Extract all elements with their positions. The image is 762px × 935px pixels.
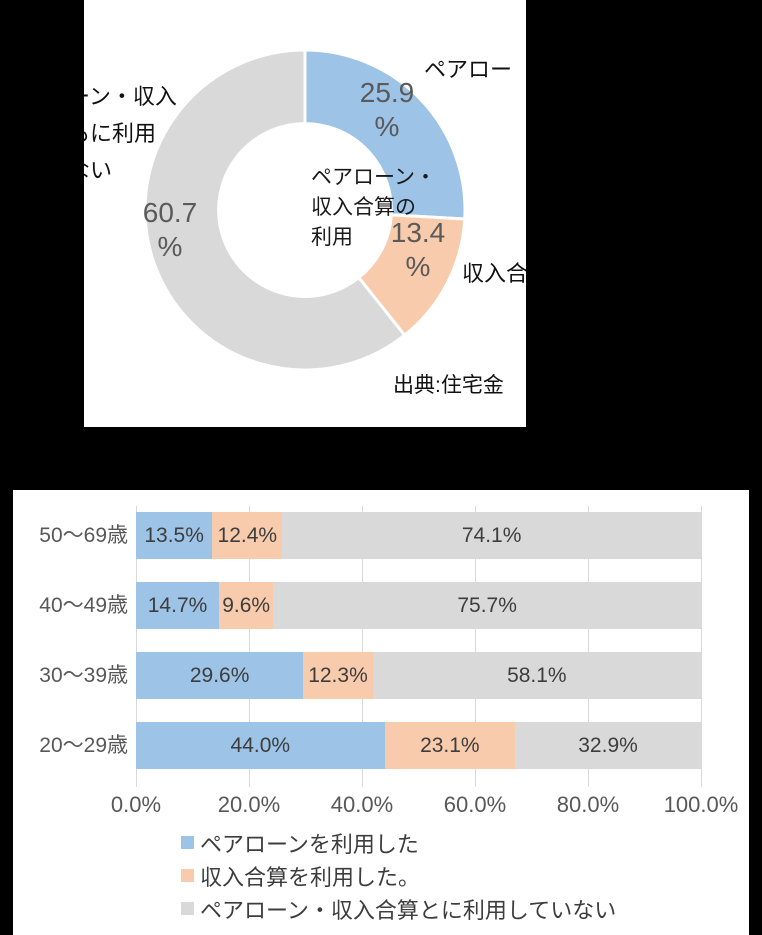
bar-segment-ペアローン・収入合算とに利用していない: 75.7% [273, 582, 701, 629]
gridline-40 [362, 506, 363, 787]
category-label: 40〜49歳 [39, 594, 128, 617]
bar-row: 14.7% 9.6% 75.7% [136, 582, 701, 629]
donut-value-orange: 13.4 % [390, 217, 446, 282]
bar-row: 29.6% 12.3% 58.1% [136, 652, 701, 699]
legend-swatch-icon [181, 902, 194, 915]
bar-segment-収入合算を利用した。: 23.1% [384, 722, 516, 769]
gridline-80 [588, 506, 589, 787]
donut-center-title: ペアローン・ 収入合算の 利用 [311, 166, 436, 249]
category-label: 50〜69歳 [39, 524, 128, 547]
donut-label-pair-loan: ペアロー [424, 57, 513, 82]
donut-chart-panel: 25.9 % 13.4 % 60.7 % ペアロー 収入合 ーン・収入 もに利用… [84, 0, 526, 427]
legend-item[interactable]: ペアローン・収入合算とに利用していない [181, 892, 616, 925]
legend-item[interactable]: 収入合算を利用した。 [181, 859, 616, 892]
bar-segment-収入合算を利用した。: 12.3% [303, 652, 373, 699]
donut-value-gray: 60.7 % [142, 197, 198, 262]
gridline-100 [701, 506, 702, 787]
x-tick-label: 0.0% [110, 792, 162, 817]
bar-segment-ペアローン・収入合算とに利用していない: 74.1% [282, 512, 701, 559]
donut-value-blue: 25.9 % [359, 77, 415, 142]
bar-segment-ペアローンを利用した: 44.0% [136, 722, 385, 769]
gridline-60 [475, 506, 476, 787]
bar-row: 13.5% 12.4% 74.1% [136, 512, 701, 559]
donut-slice-pair-loan [303, 48, 467, 221]
bar-segment-ペアローンを利用した: 29.6% [136, 652, 304, 699]
gridline-0 [136, 506, 137, 787]
bar-plot-area: 13.5% 12.4% 74.1% 14.7% 9.6% 75.7% 29.6% 12.3% 5… [136, 506, 702, 787]
x-tick-label: 60.0% [443, 792, 507, 817]
legend-item[interactable]: ペアローンを利用した [181, 826, 616, 859]
donut-label-neither: ーン・収入 もに利用 ない [84, 84, 177, 183]
donut-chart-graphic [143, 48, 467, 372]
legend-label: 収入合算を利用した。 [200, 864, 421, 890]
bar-segment-ペアローン・収入合算とに利用していない: 58.1% [372, 652, 701, 699]
source-note: 出典:住宅金 [393, 374, 504, 397]
legend-swatch-icon [181, 869, 194, 882]
category-label: 30〜39歳 [39, 664, 128, 687]
x-tick-label: 100.0% [663, 792, 739, 817]
legend-swatch-icon [181, 836, 194, 849]
bar-segment-ペアローンを利用した: 13.5% [136, 512, 213, 559]
donut-slice-neither [143, 48, 407, 372]
legend-label: ペアローン・収入合算とに利用していない [200, 897, 617, 923]
bar-segment-ペアローン・収入合算とに利用していない: 32.9% [515, 722, 701, 769]
chart-legend: ペアローンを利用した 収入合算を利用した。ペアローン・収入合算とに利用していない [181, 826, 616, 925]
donut-label-income-sum: 収入合 [462, 261, 526, 286]
category-label: 20〜29歳 [39, 734, 128, 757]
bar-row: 44.0% 23.1% 32.9% [136, 722, 701, 769]
donut-slices [143, 48, 467, 372]
stacked-bar-chart-panel: 13.5% 12.4% 74.1% 14.7% 9.6% 75.7% 29.6% 12.3% 5… [13, 490, 749, 935]
bar-segment-収入合算を利用した。: 12.4% [212, 512, 283, 559]
gridline-20 [249, 506, 250, 787]
bar-segment-収入合算を利用した。: 9.6% [219, 582, 274, 629]
bar-segment-ペアローンを利用した: 14.7% [136, 582, 220, 629]
x-tick-label: 80.0% [556, 792, 620, 817]
x-tick-label: 20.0% [217, 792, 281, 817]
legend-label: ペアローンを利用した [200, 831, 419, 857]
x-tick-label: 40.0% [330, 792, 394, 817]
